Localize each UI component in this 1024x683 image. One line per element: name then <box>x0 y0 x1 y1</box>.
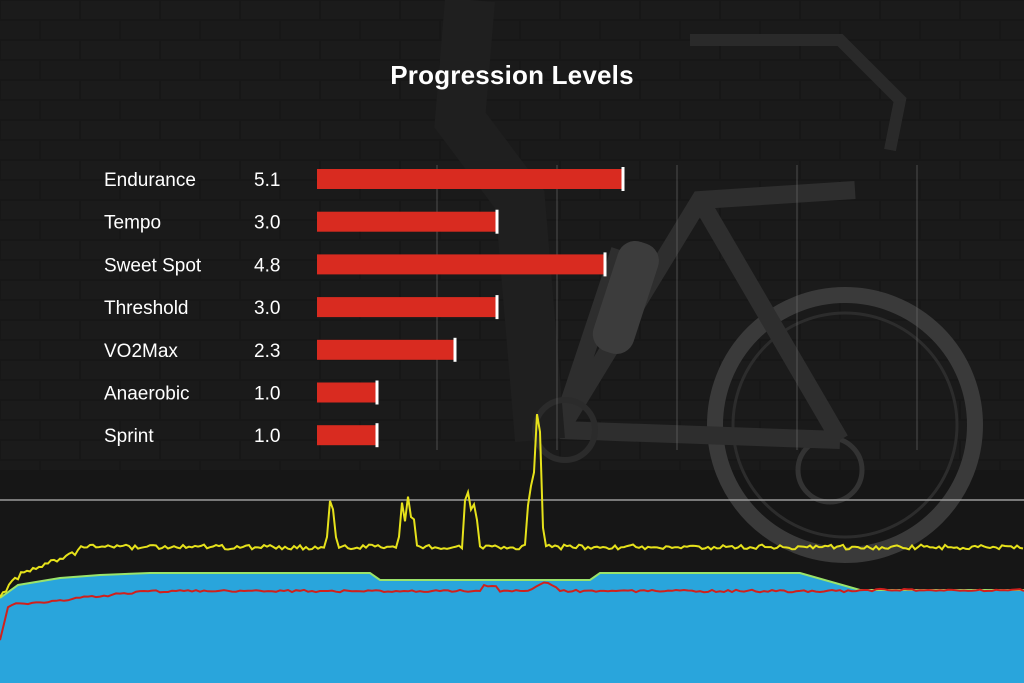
bar <box>317 169 623 189</box>
rear-wheel-rim <box>731 311 959 539</box>
category-label: Tempo <box>104 213 161 234</box>
handlebar <box>690 34 907 152</box>
category-label: VO2Max <box>104 341 178 362</box>
water-bottle <box>592 240 659 354</box>
category-label: Sprint <box>104 426 154 447</box>
category-label: Sweet Spot <box>104 255 202 276</box>
target-power-area <box>0 573 1024 683</box>
bicycle-silhouette <box>434 0 983 563</box>
category-label: Anaerobic <box>104 384 190 405</box>
power-line <box>0 414 1024 598</box>
category-label: Endurance <box>104 170 196 191</box>
value-label: 3.0 <box>254 213 280 234</box>
heart-rate-line <box>0 581 1024 641</box>
bars-group: Endurance 5.1 Tempo 3.0 Sweet Spot 4.8 Thresho… <box>104 167 625 448</box>
target-power-edge <box>0 572 1024 599</box>
chainring <box>532 397 598 463</box>
grid-lines <box>436 165 918 450</box>
chart-title: Progression Levels <box>390 60 634 90</box>
rider-leg <box>434 0 565 443</box>
value-label: 2.3 <box>254 341 280 362</box>
bike-frame <box>551 181 856 449</box>
value-label: 1.0 <box>254 384 280 405</box>
bar <box>317 425 377 446</box>
bar <box>317 382 377 403</box>
bar <box>317 211 497 232</box>
value-label: 5.1 <box>254 170 280 191</box>
value-label: 1.0 <box>254 426 280 447</box>
bar <box>317 297 497 318</box>
rear-wheel <box>707 287 983 563</box>
category-label: Threshold <box>104 298 189 319</box>
bar <box>317 339 455 360</box>
value-label: 3.0 <box>254 298 280 319</box>
bar <box>317 254 605 275</box>
value-label: 4.8 <box>254 255 280 276</box>
